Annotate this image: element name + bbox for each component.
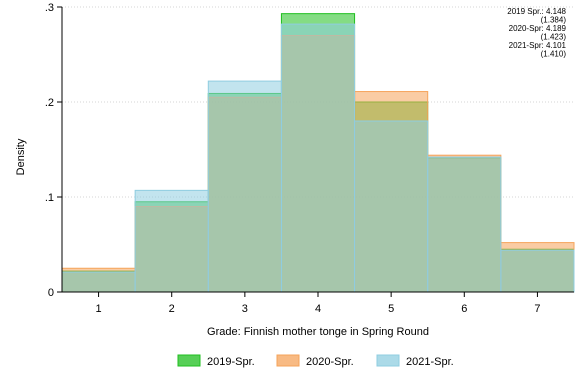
legend-swatch-2	[376, 354, 400, 367]
bar-2021spr-grade-3	[207, 80, 282, 293]
legend-item-0: 2019-Spr.	[177, 354, 255, 368]
x-tick-label-1: 2	[169, 303, 175, 315]
annotation-line-3: (1.423)	[541, 33, 567, 42]
x-tick-label-5: 6	[461, 303, 467, 315]
x-axis-title: Grade: Finnish mother tonge in Spring Ro…	[207, 326, 429, 338]
annotation-line-1: (1.384)	[541, 16, 567, 25]
legend-label-0: 2019-Spr.	[207, 356, 255, 368]
x-tick-label-2: 3	[242, 303, 248, 315]
annotation-box: 2019 Spr.: 4.148(1.384)2020-Spr: 4.189(1…	[507, 7, 566, 59]
x-tick-label-4: 5	[388, 303, 394, 315]
y-axis-title: Density	[15, 138, 27, 175]
legend: 2019-Spr. 2020-Spr. 2021-Spr.	[177, 354, 454, 368]
legend-label-1: 2020-Spr.	[306, 356, 354, 368]
x-tick-label-3: 4	[315, 303, 321, 315]
y-tick-label-0: 0	[48, 287, 54, 299]
annotation-line-4: 2021-Spr: 4.101	[509, 41, 567, 50]
legend-swatch-1	[276, 354, 300, 367]
y-tick-label-3: .3	[45, 2, 54, 14]
annotation-line-0: 2019 Spr.: 4.148	[507, 7, 566, 16]
bars-layer	[61, 13, 575, 293]
bar-2021spr-grade-4	[280, 23, 356, 293]
y-tick-label-2: .2	[45, 97, 54, 109]
bar-2021spr-grade-2	[134, 189, 209, 293]
legend-item-2: 2021-Spr.	[376, 354, 454, 368]
axes-layer: 0 .1 .2 .3 1 2 3 4 5 6 7	[45, 2, 574, 315]
bar-2021spr-grade-6	[427, 156, 502, 293]
legend-item-1: 2020-Spr.	[276, 354, 354, 368]
bar-2021spr-grade-5	[354, 120, 429, 293]
y-tick-label-1: .1	[45, 192, 54, 204]
x-tick-label-6: 7	[534, 303, 540, 315]
bar-2021spr-grade-7	[500, 249, 575, 293]
legend-label-2: 2021-Spr.	[406, 356, 454, 368]
bar-2021spr-grade-1	[61, 271, 136, 293]
annotation-line-5: (1.410)	[541, 50, 567, 59]
legend-swatch-0	[177, 354, 201, 367]
x-tick-label-0: 1	[96, 303, 102, 315]
annotation-line-2: 2020-Spr: 4.189	[509, 24, 567, 33]
